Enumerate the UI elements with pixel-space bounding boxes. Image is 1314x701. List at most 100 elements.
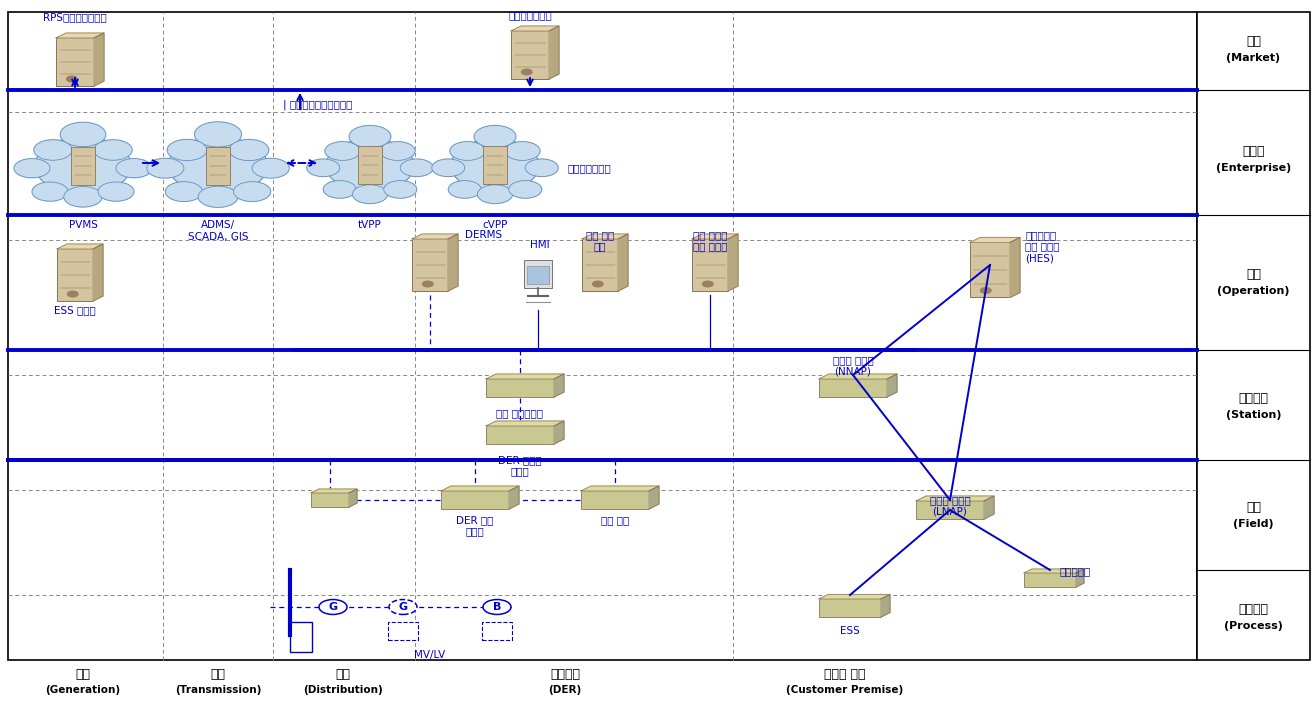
Circle shape (60, 122, 106, 147)
Circle shape (319, 599, 347, 615)
Circle shape (384, 181, 417, 198)
Text: 시장: 시장 (1246, 35, 1261, 48)
FancyBboxPatch shape (527, 266, 549, 284)
Polygon shape (442, 486, 519, 491)
Circle shape (234, 182, 271, 201)
Circle shape (505, 142, 540, 161)
Circle shape (93, 139, 133, 161)
Ellipse shape (168, 137, 268, 194)
Circle shape (167, 139, 206, 161)
FancyBboxPatch shape (486, 379, 555, 397)
Text: 이웃망 접속점
(NNAP): 이웃망 접속점 (NNAP) (833, 355, 874, 376)
Text: (Market): (Market) (1226, 53, 1281, 63)
FancyBboxPatch shape (819, 599, 880, 617)
Circle shape (60, 122, 106, 147)
Text: 전력거래시스템: 전력거래시스템 (509, 10, 552, 20)
Circle shape (703, 281, 714, 287)
Polygon shape (1024, 569, 1084, 573)
Text: 소비자 구내: 소비자 구내 (824, 669, 866, 681)
Circle shape (194, 122, 242, 147)
Circle shape (474, 125, 516, 148)
Circle shape (384, 181, 417, 198)
Circle shape (32, 182, 68, 201)
Text: (Distribution): (Distribution) (304, 685, 382, 695)
FancyBboxPatch shape (1024, 573, 1076, 587)
Text: 송전: 송전 (210, 669, 226, 681)
Text: DERMS: DERMS (465, 230, 502, 240)
Circle shape (526, 159, 558, 177)
Text: 스마트미터: 스마트미터 (1060, 566, 1091, 576)
Text: 배전: 배전 (335, 669, 351, 681)
Circle shape (252, 158, 289, 178)
FancyBboxPatch shape (482, 622, 512, 640)
Circle shape (166, 182, 202, 201)
Circle shape (477, 185, 512, 203)
Circle shape (432, 159, 465, 177)
Text: 현장 작업자
관리 시스템: 현장 작업자 관리 시스템 (692, 230, 727, 252)
Polygon shape (549, 26, 558, 79)
Circle shape (352, 185, 388, 203)
Circle shape (34, 139, 72, 161)
Text: 발전: 발전 (75, 669, 91, 681)
FancyBboxPatch shape (290, 622, 311, 652)
FancyBboxPatch shape (71, 147, 95, 184)
FancyBboxPatch shape (970, 243, 1010, 297)
FancyBboxPatch shape (442, 491, 509, 509)
Polygon shape (93, 244, 102, 301)
Circle shape (323, 181, 356, 198)
FancyBboxPatch shape (916, 501, 984, 519)
Circle shape (350, 125, 390, 148)
Ellipse shape (326, 139, 414, 192)
Circle shape (234, 182, 271, 201)
FancyBboxPatch shape (311, 493, 350, 507)
Circle shape (64, 186, 102, 207)
Text: 필드: 필드 (1246, 501, 1261, 514)
Circle shape (14, 158, 50, 178)
FancyBboxPatch shape (692, 239, 728, 291)
Polygon shape (581, 486, 660, 491)
Circle shape (401, 159, 434, 177)
Circle shape (323, 181, 356, 198)
Circle shape (509, 181, 541, 198)
FancyBboxPatch shape (8, 12, 1197, 660)
FancyBboxPatch shape (582, 239, 618, 291)
Text: DER 유닛
제어기: DER 유닛 제어기 (456, 515, 494, 536)
Circle shape (352, 185, 388, 203)
Circle shape (401, 159, 434, 177)
Text: (Transmission): (Transmission) (175, 685, 261, 695)
Circle shape (325, 142, 360, 161)
Circle shape (14, 158, 50, 178)
FancyBboxPatch shape (581, 491, 649, 509)
Polygon shape (311, 489, 357, 493)
Polygon shape (57, 244, 102, 249)
Text: 계량데이터
수집 시스템
(HES): 계량데이터 수집 시스템 (HES) (1025, 230, 1059, 263)
Polygon shape (1076, 569, 1084, 587)
Circle shape (477, 185, 512, 203)
FancyBboxPatch shape (511, 31, 549, 79)
Polygon shape (728, 234, 738, 291)
FancyBboxPatch shape (357, 147, 382, 184)
FancyBboxPatch shape (484, 147, 507, 184)
Circle shape (116, 158, 152, 178)
Polygon shape (984, 496, 993, 519)
Text: 프로세스: 프로세스 (1239, 603, 1268, 616)
Polygon shape (649, 486, 660, 509)
Circle shape (194, 122, 242, 147)
Text: (Station): (Station) (1226, 410, 1281, 421)
Polygon shape (916, 496, 993, 501)
Text: PVMS: PVMS (68, 220, 97, 230)
Circle shape (509, 181, 541, 198)
Polygon shape (511, 26, 558, 31)
Circle shape (448, 181, 481, 198)
Polygon shape (970, 238, 1020, 243)
Polygon shape (57, 33, 104, 38)
FancyBboxPatch shape (486, 426, 555, 444)
Polygon shape (819, 374, 897, 379)
Text: tVPP: tVPP (359, 220, 382, 230)
Polygon shape (413, 234, 459, 239)
Circle shape (448, 181, 481, 198)
Polygon shape (555, 421, 564, 444)
Text: 운영: 운영 (1246, 268, 1261, 281)
Text: 필드 장치: 필드 장치 (600, 515, 629, 525)
Text: G: G (398, 602, 407, 612)
